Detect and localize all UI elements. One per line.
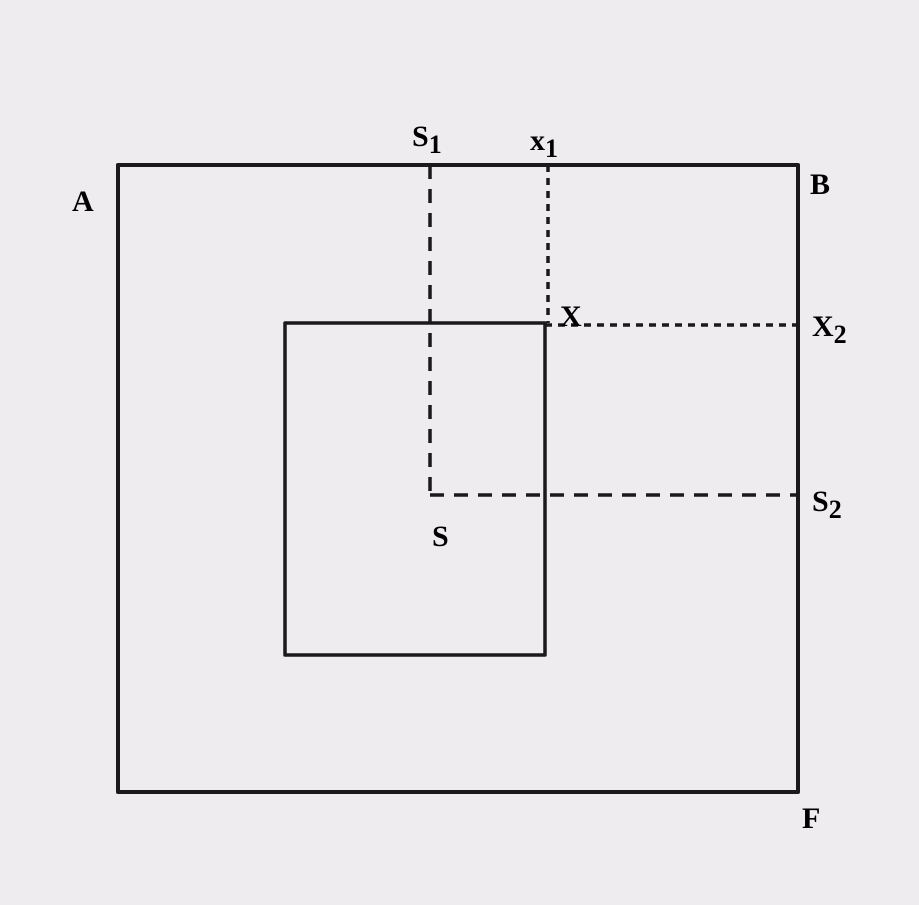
- label-x-text: X: [560, 300, 582, 333]
- label-f-text: F: [802, 802, 820, 835]
- label-s2: S2: [812, 485, 842, 525]
- label-x1-sub: 1: [545, 134, 558, 163]
- label-s2-text: S: [812, 485, 829, 518]
- label-a-text: A: [72, 185, 94, 218]
- label-x: X: [560, 300, 582, 334]
- background-rect: [0, 0, 919, 905]
- label-b: B: [810, 168, 830, 202]
- diagram-svg: [0, 0, 919, 905]
- label-s1-text: S: [412, 120, 429, 153]
- label-s2-sub: 2: [829, 495, 842, 524]
- label-s1: S1: [412, 120, 442, 160]
- label-x2: X2: [812, 310, 847, 350]
- label-b-text: B: [810, 168, 830, 201]
- diagram-canvas: A B F S X S1 x1 X2 S2: [0, 0, 919, 905]
- label-s1-sub: 1: [429, 130, 442, 159]
- label-a: A: [72, 185, 94, 219]
- label-s: S: [432, 520, 449, 554]
- label-x1: x1: [530, 124, 558, 164]
- label-x2-sub: 2: [834, 320, 847, 349]
- label-f: F: [802, 802, 820, 836]
- label-s-text: S: [432, 520, 449, 553]
- label-x2-text: X: [812, 310, 834, 343]
- label-x1-text: x: [530, 124, 545, 157]
